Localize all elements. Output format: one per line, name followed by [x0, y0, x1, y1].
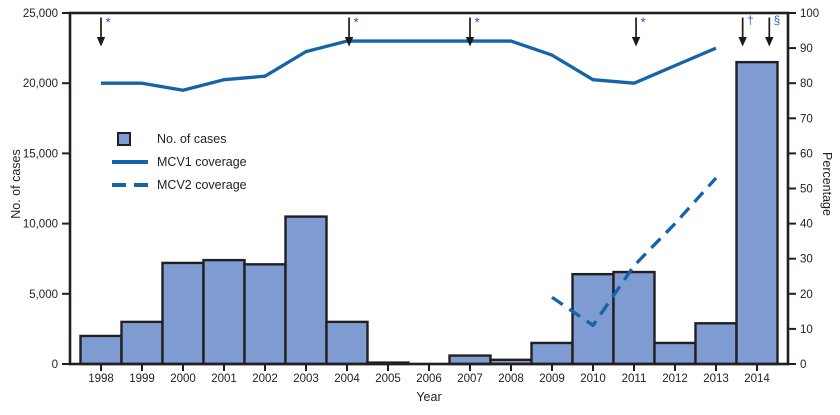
y-left-tick-label: 15,000 — [23, 148, 58, 160]
mcv1-swatch-box — [112, 159, 149, 164]
x-tick-label: 2001 — [211, 373, 237, 385]
y-left-tick-label: 10,000 — [23, 219, 58, 231]
x-tick-label: 2014 — [744, 373, 770, 385]
mcv2-coverage-line — [551, 176, 718, 328]
y-right-tick-label: 80 — [800, 78, 813, 90]
x-tick-label: 2005 — [375, 373, 401, 385]
bar-2014 — [735, 60, 779, 366]
annotation-symbol: † — [747, 16, 753, 28]
x-tick-label: 1999 — [129, 373, 155, 385]
legend-item-mcv2: MCV2 coverage — [112, 173, 247, 196]
y-left-tick-label: 5,000 — [29, 289, 58, 301]
x-tick-label: 2002 — [252, 373, 278, 385]
mcv1-coverage-line — [101, 39, 717, 92]
x-axis-title: Year — [416, 390, 442, 404]
y-right-tick-label: 100 — [800, 8, 819, 20]
bar-1998 — [79, 334, 123, 366]
annotation-symbol: * — [106, 15, 112, 30]
dashed-line-swatch-icon — [112, 182, 148, 187]
y-left-tick-label: 0 — [52, 359, 58, 371]
bar-2000 — [161, 261, 205, 366]
mcv2-swatch-box — [112, 182, 149, 187]
bar-2012 — [653, 341, 697, 366]
legend-item-cases: No. of cases — [112, 127, 247, 150]
x-tick-label: 2009 — [539, 373, 565, 385]
annotation-arrow-head — [765, 37, 774, 47]
bar-swatch-icon — [117, 131, 131, 146]
legend-label-mcv2: MCV2 coverage — [157, 177, 247, 192]
x-tick-label: 2006 — [416, 373, 442, 385]
solid-line-swatch-icon — [112, 159, 148, 164]
left-axis-title: No. of cases — [9, 149, 23, 219]
x-tick-label: 2007 — [457, 373, 483, 385]
annotation-symbol: * — [641, 15, 647, 30]
annotation-symbol: § — [774, 16, 780, 28]
legend-label-cases: No. of cases — [157, 131, 227, 146]
x-tick-label: 2010 — [580, 373, 606, 385]
annotation-arrow-head — [96, 37, 106, 47]
bar-2003 — [284, 215, 328, 366]
y-right-tick-label: 70 — [800, 113, 813, 125]
x-tick-label: 2000 — [170, 373, 196, 385]
bar-2004 — [325, 320, 369, 366]
annotation-arrow-head — [344, 37, 354, 47]
bar-2002 — [243, 263, 287, 366]
y-left-tick-label: 20,000 — [23, 78, 58, 90]
y-right-tick-label: 60 — [800, 148, 813, 160]
x-tick-label: 2008 — [498, 373, 524, 385]
legend-label-mcv1: MCV1 coverage — [157, 154, 247, 169]
y-right-tick-label: 20 — [800, 289, 813, 301]
annotation-symbol: * — [475, 15, 481, 30]
y-left-tick-label: 25,000 — [23, 8, 58, 20]
bar-1999 — [120, 320, 164, 366]
bar-2009 — [530, 341, 574, 366]
annotation-arrow-head — [465, 37, 475, 47]
y-right-tick-label: 50 — [800, 184, 813, 196]
y-right-tick-label: 40 — [800, 219, 813, 231]
x-tick-label: 1998 — [88, 373, 114, 385]
x-tick-label: 2003 — [293, 373, 319, 385]
annotation-symbol: * — [354, 15, 360, 30]
y-right-tick-label: 30 — [800, 254, 813, 266]
y-right-tick-label: 90 — [800, 43, 813, 55]
annotation-arrow-head — [631, 37, 641, 47]
bar-2011 — [612, 270, 656, 366]
bar-2001 — [202, 258, 246, 366]
legend-item-mcv1: MCV1 coverage — [112, 150, 247, 173]
bar-2013 — [694, 322, 738, 366]
cases-swatch-box — [112, 131, 149, 146]
x-tick-label: 2013 — [703, 373, 729, 385]
x-tick-label: 2004 — [334, 373, 360, 385]
bar-2010 — [571, 272, 615, 366]
x-tick-label: 2012 — [662, 373, 688, 385]
legend: No. of cases MCV1 coverage MCV2 coverage — [112, 127, 247, 196]
right-axis-title: Percentage — [820, 152, 834, 216]
annotation-arrow-head — [738, 37, 747, 47]
y-right-tick-label: 0 — [800, 359, 806, 371]
y-right-tick-label: 10 — [800, 324, 813, 336]
x-tick-label: 2011 — [622, 373, 647, 385]
